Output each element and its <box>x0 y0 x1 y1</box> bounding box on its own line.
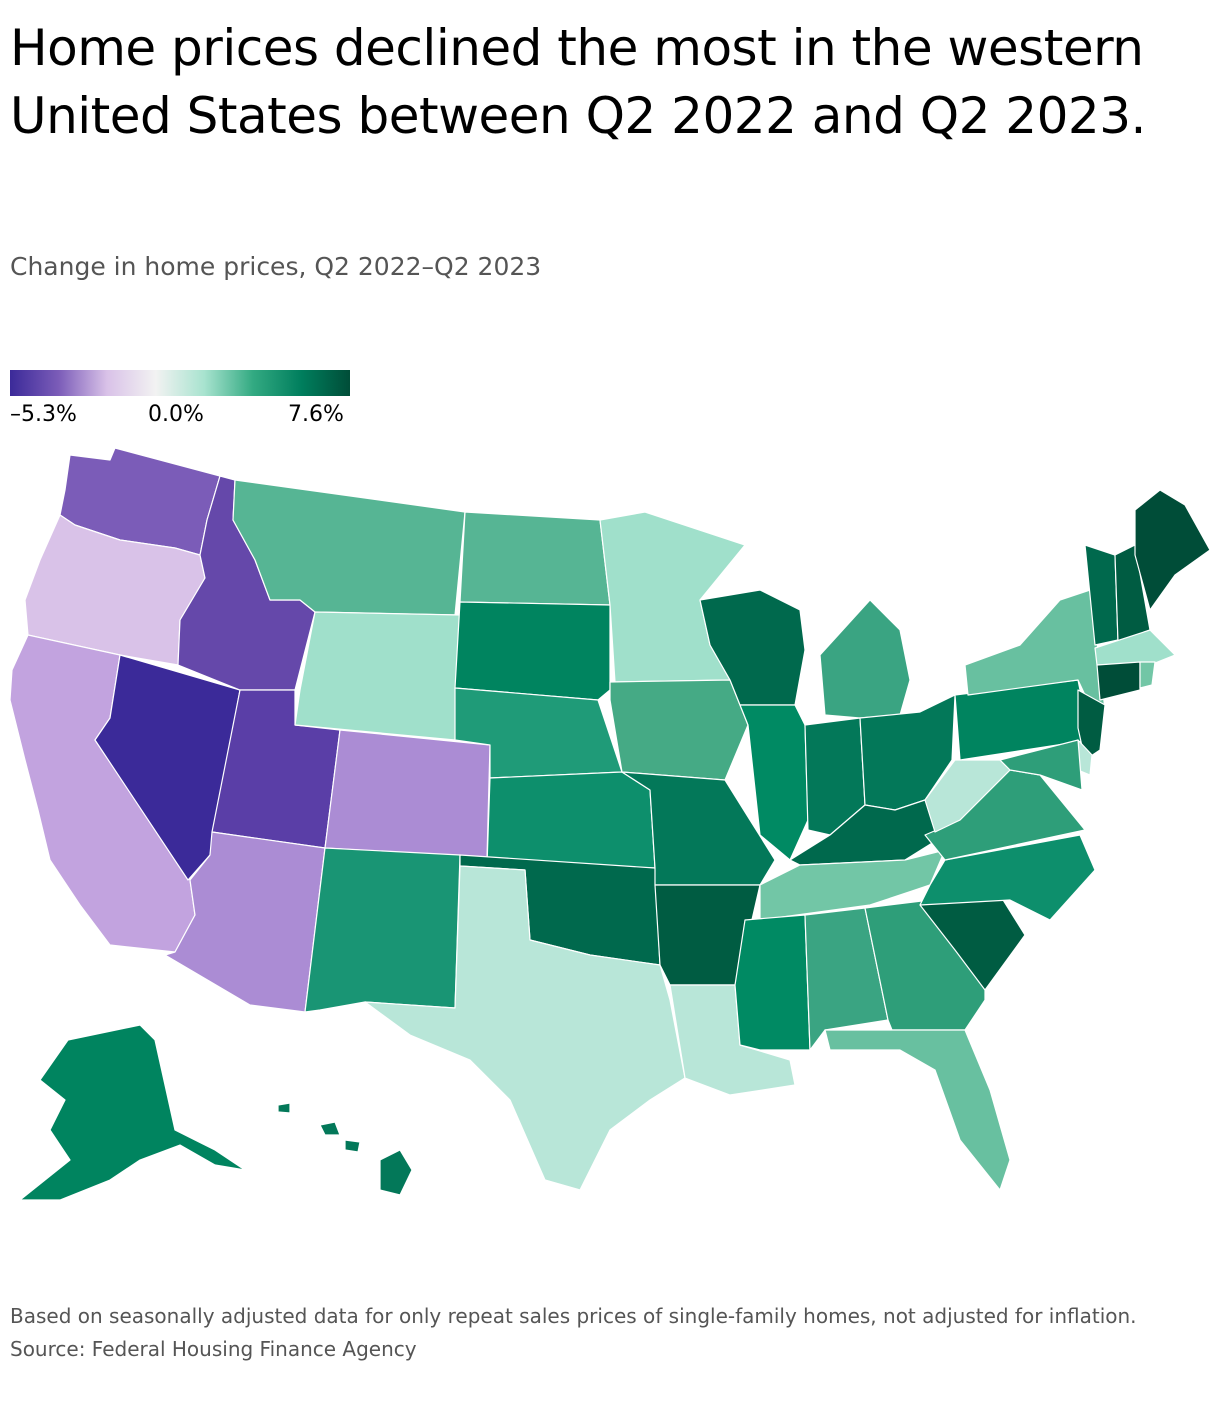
state-iowa <box>609 679 749 781</box>
state-massachusetts <box>1094 629 1176 666</box>
footnote: Based on seasonally adjusted data for on… <box>10 1304 1137 1328</box>
state-michigan <box>819 599 911 719</box>
source-note: Source: Federal Housing Finance Agency <box>10 1337 417 1361</box>
us-state-map <box>9 447 1211 1201</box>
chart-footer: Based on seasonally adjusted data for on… <box>10 1300 1200 1366</box>
state-alaska <box>19 1024 246 1201</box>
state-kansas <box>486 771 656 869</box>
state-texas <box>364 865 686 1191</box>
state-rhode-island <box>1139 661 1156 689</box>
state-maine <box>1134 489 1211 611</box>
state-mississippi <box>734 914 811 1051</box>
legend-gradient-bar <box>10 370 350 396</box>
state-alabama <box>804 907 889 1051</box>
chart-subtitle: Change in home prices, Q2 2022–Q2 2023 <box>10 252 542 281</box>
legend-mid-label: 0.0% <box>148 402 204 427</box>
state-north-carolina <box>919 834 1096 921</box>
legend-min-label: –5.3% <box>10 402 77 427</box>
state-illinois <box>739 704 809 861</box>
state-connecticut <box>1096 661 1141 701</box>
state-maryland <box>999 739 1083 791</box>
state-colorado <box>324 729 491 859</box>
legend-max-label: 7.6% <box>288 402 344 427</box>
state-north-dakota <box>459 511 611 606</box>
state-south-dakota <box>454 601 611 701</box>
state-montana <box>232 479 466 616</box>
state-new-mexico <box>304 847 461 1013</box>
state-hawaii <box>277 1102 413 1196</box>
chart-title: Home prices declined the most in the wes… <box>10 19 1146 145</box>
color-legend: –5.3% 0.0% 7.6% <box>10 370 350 430</box>
state-florida <box>824 1029 1011 1191</box>
state-wyoming <box>294 611 461 741</box>
